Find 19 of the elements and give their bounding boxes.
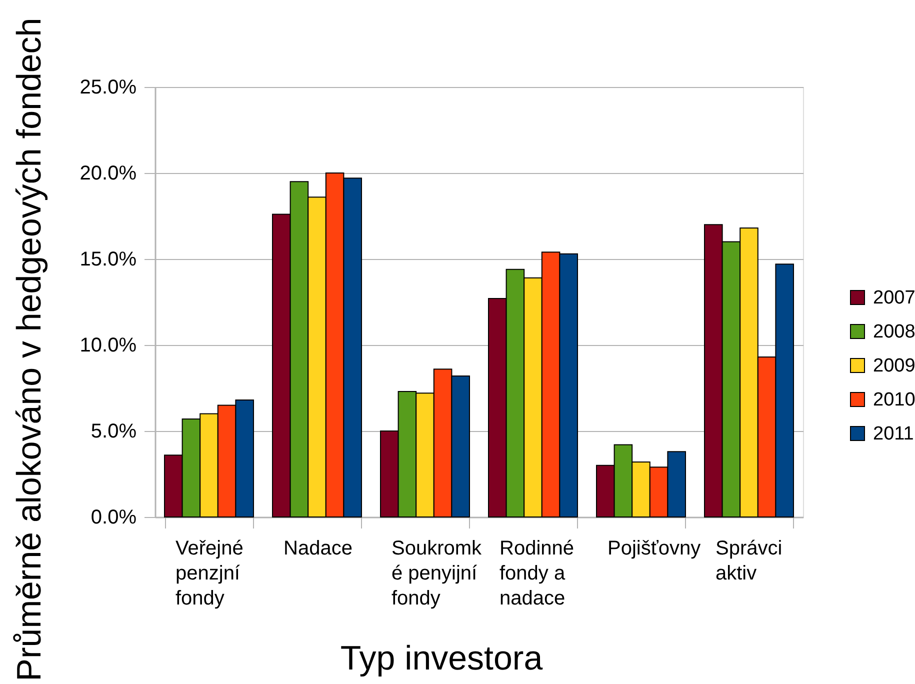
legend-label: 2008 bbox=[873, 322, 915, 342]
y-tick-label: 25.0% bbox=[80, 76, 137, 98]
legend-label: 2009 bbox=[873, 356, 915, 376]
y-tick-label: 20.0% bbox=[80, 162, 137, 184]
x-tick-label: Pojišťovny bbox=[608, 538, 701, 560]
y-tick-label: 15.0% bbox=[80, 248, 137, 270]
x-tick-label: Veřejné penzjní fondy bbox=[176, 538, 244, 610]
y-axis-title: Průměrně alokováno v hedgeových fondech bbox=[10, 18, 48, 682]
x-axis-title: Typ investora bbox=[340, 640, 543, 678]
x-tick-label: Soukromké penyijní fondy bbox=[392, 538, 483, 610]
legend-label: 2010 bbox=[873, 390, 915, 410]
x-tick-label: Správci aktiv bbox=[716, 538, 782, 584]
y-tick-label: 10.0% bbox=[80, 334, 137, 356]
legend-label: 2011 bbox=[873, 424, 914, 444]
y-tick-label: 5.0% bbox=[90, 420, 137, 442]
x-tick-label: Rodinné fondy a nadace bbox=[500, 538, 574, 610]
x-tick-label: Nadace bbox=[284, 538, 352, 560]
legend-label: 2007 bbox=[873, 288, 915, 308]
y-tick-label: 0.0% bbox=[90, 506, 137, 528]
